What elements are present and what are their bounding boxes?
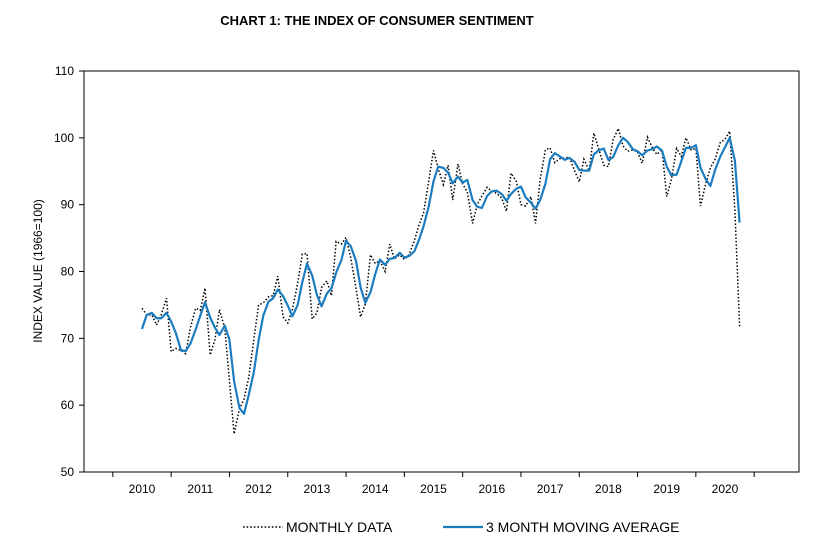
x-tick-label: 2020: [712, 482, 739, 496]
x-tick-label: 2014: [362, 482, 389, 496]
y-tick-label: 110: [55, 64, 74, 78]
y-tick-label: 90: [61, 198, 75, 212]
plot-area-frame: [83, 70, 800, 473]
legend: MONTHLY DATA 3 MONTH MOVING AVERAGE: [243, 519, 679, 535]
y-tick-label: 70: [61, 331, 75, 345]
x-tick-label: 2012: [245, 482, 272, 496]
series-line-monthly-data: [141, 126, 741, 435]
x-tick-label: 2016: [478, 482, 505, 496]
x-axis: 2010 2011 2012 2013 2014 2015 2016 2017 2018 2019…: [112, 472, 755, 496]
series-line-moving-average: [140, 136, 741, 415]
x-tick-label: 2017: [537, 482, 564, 496]
series-lines: [140, 126, 741, 435]
y-axis: 50 60 70 80 90 100 110: [54, 64, 84, 479]
legend-label-monthly-data: MONTHLY DATA: [286, 519, 393, 535]
x-tick-label: 2011: [187, 482, 213, 496]
legend-label-moving-average: 3 MONTH MOVING AVERAGE: [486, 519, 679, 535]
chart-title: CHART 1: THE INDEX OF CONSUMER SENTIMENT: [220, 13, 534, 28]
x-tick-label: 2013: [304, 482, 331, 496]
x-tick-label: 2019: [653, 482, 680, 496]
y-tick-label: 80: [61, 265, 75, 279]
x-tick-label: 2015: [420, 482, 447, 496]
y-tick-label: 60: [61, 398, 75, 412]
y-axis-label: INDEX VALUE (1966=100): [31, 199, 45, 343]
x-tick-label: 2010: [129, 482, 156, 496]
y-tick-label: 100: [54, 131, 74, 145]
x-tick-label: 2018: [595, 482, 622, 496]
y-tick-label: 50: [61, 465, 75, 479]
